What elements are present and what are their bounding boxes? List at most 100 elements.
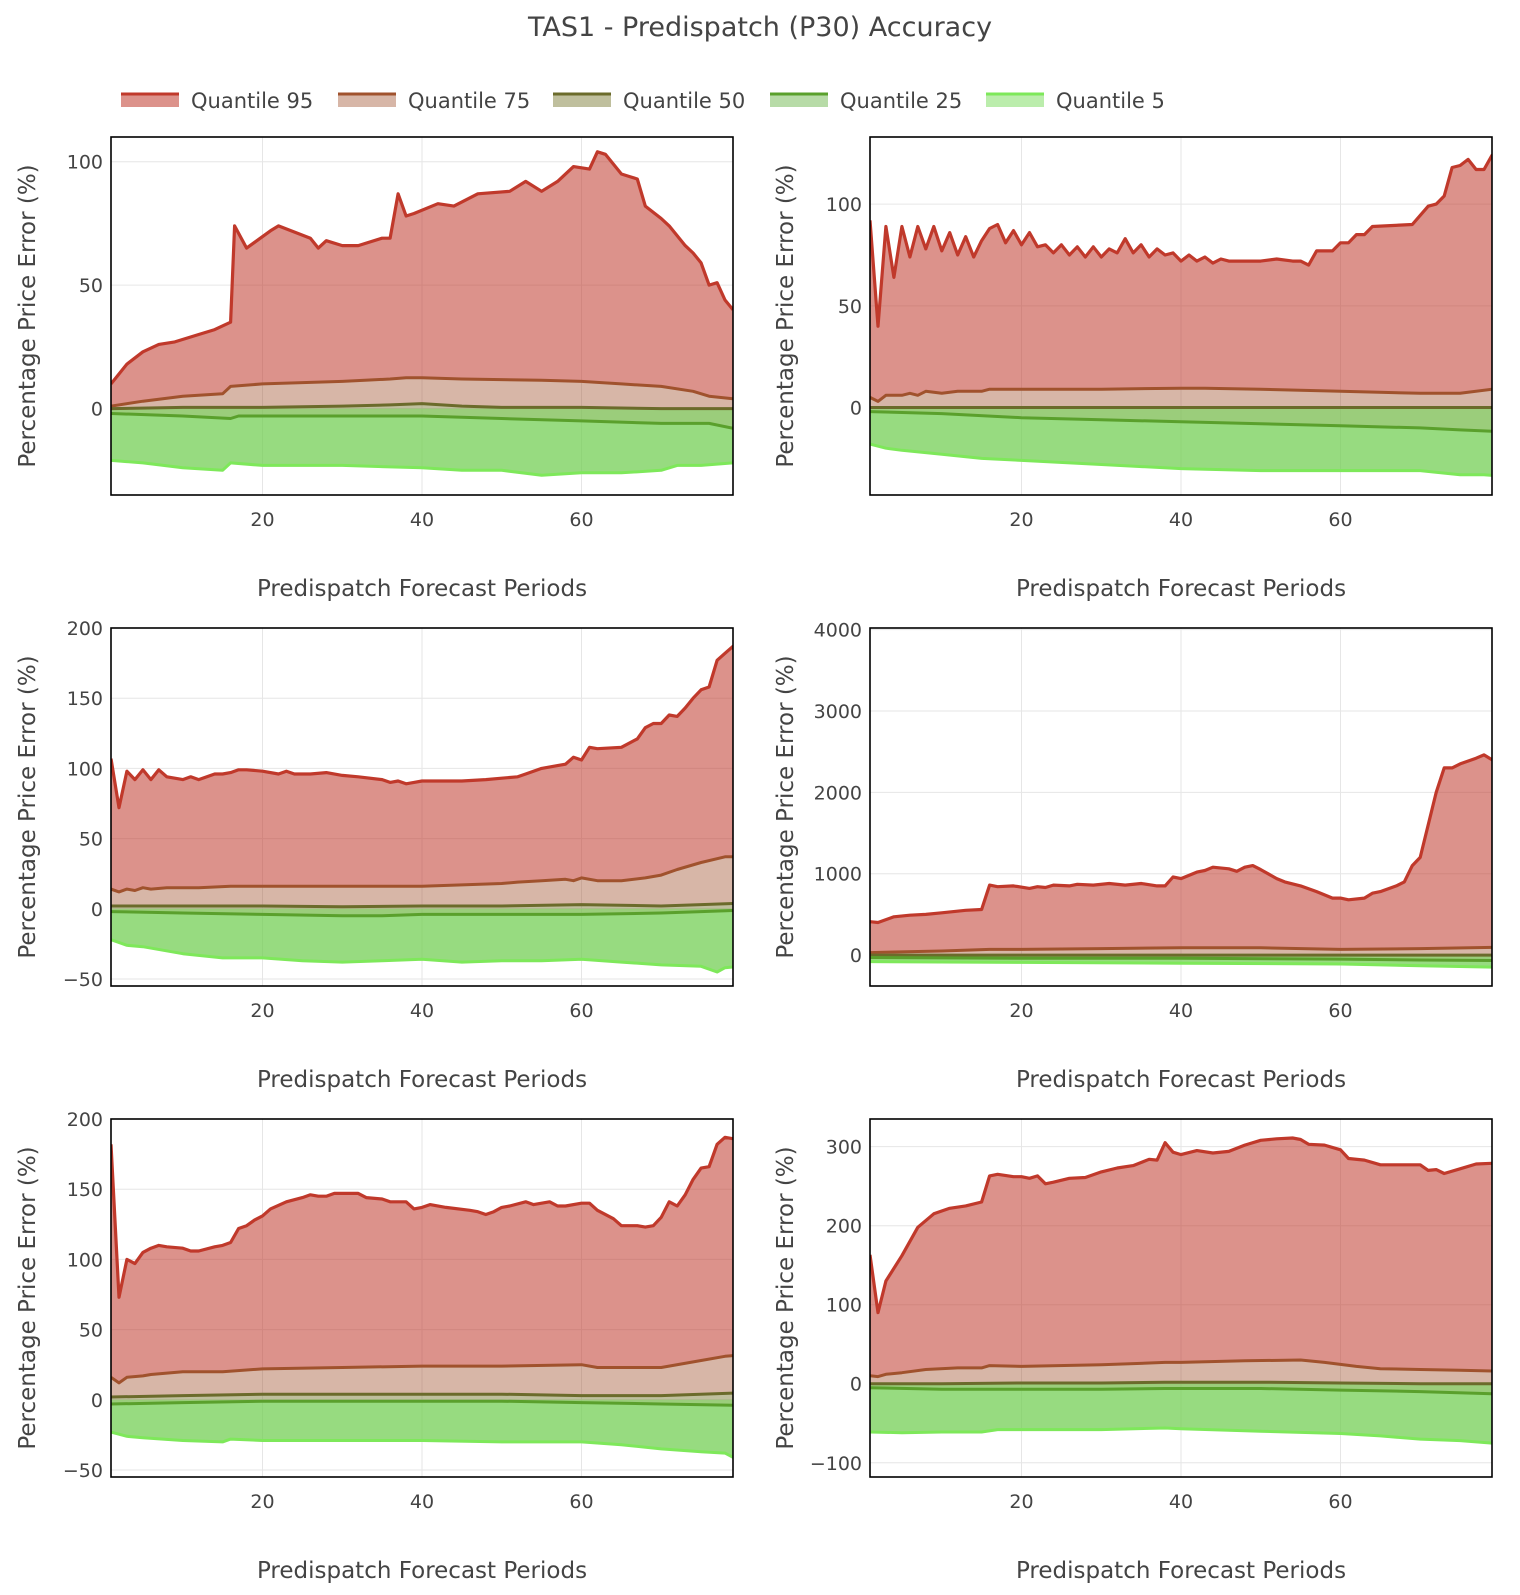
area-quantile-5 — [111, 408, 733, 476]
x-tick-label: 60 — [1328, 1000, 1352, 1022]
subplot-6: 20 40 60 −100 0 100 200 300 Predispatch Forecast… — [773, 1118, 1493, 1584]
y-axis-title: Percentage Price Error (%) — [15, 1146, 41, 1449]
y-tick-label: 100 — [67, 758, 103, 780]
chart-title: TAS1 - Predispatch (P30) Accuracy — [527, 12, 992, 43]
line-quantile-5 — [111, 938, 733, 974]
line-quantile-25 — [111, 1399, 733, 1407]
area-quantile-5 — [111, 908, 733, 972]
legend-swatch — [338, 93, 396, 107]
subplots: 20 40 60 0 50 100 Predispatch Forecast Periods… — [15, 136, 1493, 1584]
line-quantile-95 — [111, 1135, 733, 1299]
y-tick-label: 300 — [826, 1137, 862, 1159]
x-axis-title: Predispatch Forecast Periods — [1016, 1067, 1346, 1093]
legend-label: Quantile 75 — [408, 89, 530, 113]
area-quantile-75 — [870, 1360, 1492, 1384]
legend-item-quantile-50[interactable]: Quantile 50 — [553, 89, 745, 113]
line-quantile-75 — [111, 1354, 733, 1385]
y-axis-title: Percentage Price Error (%) — [773, 1146, 799, 1449]
y-tick-label: 50 — [79, 1320, 103, 1342]
plot-area — [111, 1135, 733, 1460]
x-tick-label: 60 — [1328, 509, 1352, 531]
area-quantile-95 — [870, 754, 1492, 953]
y-tick-label: 200 — [826, 1216, 862, 1238]
x-tick-label: 20 — [250, 1000, 274, 1022]
line-quantile-25 — [870, 1386, 1492, 1396]
area-quantile-95 — [111, 1137, 733, 1383]
y-tick-label: 100 — [826, 1295, 862, 1317]
legend-item-quantile-5[interactable]: Quantile 5 — [986, 89, 1165, 113]
y-axis-title: Percentage Price Error (%) — [15, 655, 41, 958]
legend-item-quantile-25[interactable]: Quantile 25 — [770, 89, 962, 113]
line-quantile-50 — [870, 1380, 1492, 1386]
legend-label: Quantile 25 — [840, 89, 962, 113]
area-quantile-5 — [870, 407, 1492, 476]
x-tick-label: 40 — [410, 1000, 434, 1022]
legend[interactable]: Quantile 95 Quantile 75 Quantile 50 Quantil… — [121, 89, 1165, 113]
line-quantile-50 — [111, 901, 733, 909]
plot-area — [870, 753, 1492, 969]
line-quantile-25 — [870, 956, 1492, 963]
line-quantile-25 — [111, 908, 733, 918]
area-quantile-95 — [870, 1138, 1492, 1377]
x-tick-label: 40 — [1169, 1000, 1193, 1022]
y-tick-label: 0 — [91, 899, 103, 921]
x-axis-title: Predispatch Forecast Periods — [1016, 576, 1346, 602]
plot-area — [870, 1136, 1492, 1445]
plot-frame — [110, 1118, 734, 1478]
x-tick-label: 60 — [569, 1491, 593, 1513]
x-axis-title: Predispatch Forecast Periods — [1016, 1558, 1346, 1584]
y-tick-label: 150 — [67, 688, 103, 710]
subplot-2: 20 40 60 0 50 100 Predispatch Forecast Periods… — [773, 136, 1493, 602]
area-quantile-5 — [870, 1383, 1492, 1444]
line-quantile-95 — [111, 150, 733, 385]
plot-area — [111, 150, 733, 477]
y-tick-label: 50 — [79, 275, 103, 297]
legend-label: Quantile 50 — [623, 89, 745, 113]
x-tick-label: 40 — [1169, 509, 1193, 531]
legend-item-quantile-75[interactable]: Quantile 75 — [338, 89, 530, 113]
legend-swatch — [121, 93, 179, 107]
y-tick-label: 100 — [826, 194, 862, 216]
subplot-5: 20 40 60 −50 0 50 100 150 200 Predispatch Forecas… — [15, 1109, 734, 1584]
y-tick-label: 0 — [850, 1374, 862, 1396]
line-quantile-95 — [870, 753, 1492, 925]
y-tick-label: 2000 — [814, 782, 862, 804]
x-tick-label: 40 — [410, 509, 434, 531]
line-quantile-5 — [870, 960, 1492, 969]
subplot-1: 20 40 60 0 50 100 Predispatch Forecast Periods… — [15, 136, 734, 602]
y-tick-label: 4000 — [814, 620, 862, 642]
legend-item-quantile-95[interactable]: Quantile 95 — [121, 89, 313, 113]
legend-swatch — [553, 93, 611, 107]
plot-frame — [110, 136, 734, 496]
y-axis-title: Percentage Price Error (%) — [773, 655, 799, 958]
x-axis-title: Predispatch Forecast Periods — [257, 1067, 587, 1093]
y-tick-label: 50 — [838, 296, 862, 318]
y-tick-label: 150 — [67, 1179, 103, 1201]
plot-area — [111, 644, 733, 974]
line-quantile-5 — [870, 442, 1492, 477]
x-tick-label: 20 — [1009, 1491, 1033, 1513]
area-quantile-95 — [870, 155, 1492, 402]
x-tick-label: 20 — [1009, 1000, 1033, 1022]
line-quantile-50 — [111, 402, 733, 411]
line-quantile-95 — [870, 1136, 1492, 1315]
x-tick-label: 40 — [1169, 1491, 1193, 1513]
area-quantile-75 — [111, 856, 733, 907]
subplot-3: 20 40 60 −50 0 50 100 150 200 Predispatch Forecas… — [15, 618, 734, 1093]
y-tick-label: 0 — [91, 1390, 103, 1412]
area-quantile-75 — [870, 388, 1492, 408]
y-tick-label: 100 — [67, 152, 103, 174]
x-tick-label: 20 — [1009, 509, 1033, 531]
y-tick-label: 100 — [67, 1249, 103, 1271]
line-quantile-5 — [870, 1426, 1492, 1445]
legend-swatch — [986, 93, 1044, 107]
y-tick-label: 0 — [850, 945, 862, 967]
plot-frame — [110, 627, 734, 987]
y-tick-label: −50 — [63, 969, 103, 991]
legend-swatch — [770, 93, 828, 107]
line-quantile-5 — [111, 458, 733, 477]
line-quantile-75 — [870, 1358, 1492, 1379]
x-axis-title: Predispatch Forecast Periods — [257, 576, 587, 602]
y-tick-label: 1000 — [814, 864, 862, 886]
